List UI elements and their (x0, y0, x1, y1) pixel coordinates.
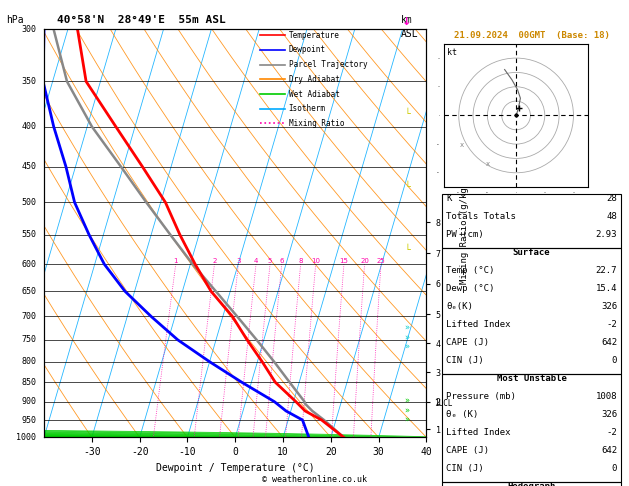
Text: 400: 400 (21, 122, 36, 131)
Text: 300: 300 (21, 25, 36, 34)
Text: 20: 20 (360, 258, 369, 264)
Text: 550: 550 (21, 230, 36, 239)
Text: 15.4: 15.4 (596, 284, 617, 294)
Text: 642: 642 (601, 446, 617, 455)
Text: Dry Adiabat: Dry Adiabat (289, 75, 340, 84)
Text: 3: 3 (236, 258, 241, 264)
Text: »: » (404, 416, 409, 425)
Text: Mixing Ratio: Mixing Ratio (289, 119, 344, 128)
Text: »: » (404, 333, 409, 342)
Text: 4: 4 (254, 258, 259, 264)
Text: Lifted Index: Lifted Index (446, 428, 511, 437)
Text: 5: 5 (268, 258, 272, 264)
Text: 700: 700 (21, 312, 36, 321)
Text: 750: 750 (21, 335, 36, 345)
Text: 8: 8 (298, 258, 303, 264)
Text: 800: 800 (21, 357, 36, 366)
Text: 950: 950 (21, 416, 36, 424)
Text: 1: 1 (174, 258, 178, 264)
Text: 40°58'N  28°49'E  55m ASL: 40°58'N 28°49'E 55m ASL (57, 15, 225, 25)
Text: Totals Totals: Totals Totals (446, 212, 516, 222)
Text: Isotherm: Isotherm (289, 104, 326, 113)
Text: »: » (404, 324, 409, 332)
Text: CIN (J): CIN (J) (446, 356, 484, 365)
Text: 500: 500 (21, 198, 36, 207)
Text: Lifted Index: Lifted Index (446, 320, 511, 329)
Text: Mixing Ratio (g/kg): Mixing Ratio (g/kg) (460, 182, 469, 284)
Text: -2: -2 (606, 320, 617, 329)
Text: kt: kt (447, 48, 457, 57)
Text: Parcel Trajectory: Parcel Trajectory (289, 60, 367, 69)
Text: 6: 6 (279, 258, 284, 264)
Text: 1000: 1000 (16, 433, 36, 442)
Text: 21.09.2024  00GMT  (Base: 18): 21.09.2024 00GMT (Base: 18) (454, 31, 610, 40)
Text: x: x (460, 142, 464, 148)
Text: ASL: ASL (401, 29, 419, 39)
Text: 642: 642 (601, 338, 617, 347)
Text: └: └ (404, 109, 410, 119)
Text: 2.93: 2.93 (596, 230, 617, 240)
Bar (442, 374, 621, 482)
Text: 10: 10 (311, 258, 320, 264)
Text: Surface: Surface (513, 248, 550, 258)
Text: © weatheronline.co.uk: © weatheronline.co.uk (262, 474, 367, 484)
Bar (442, 248, 621, 374)
Text: 25: 25 (377, 258, 386, 264)
Text: 900: 900 (21, 397, 36, 406)
Text: 2: 2 (212, 258, 216, 264)
Text: K: K (446, 194, 452, 204)
Text: Temperature: Temperature (289, 31, 340, 40)
Text: 600: 600 (21, 260, 36, 269)
Text: Temp (°C): Temp (°C) (446, 266, 494, 276)
Text: 22.7: 22.7 (596, 266, 617, 276)
Text: Wet Adiabat: Wet Adiabat (289, 89, 340, 99)
Text: 350: 350 (21, 77, 36, 86)
Text: CIN (J): CIN (J) (446, 464, 484, 473)
Text: 326: 326 (601, 302, 617, 311)
Text: Pressure (mb): Pressure (mb) (446, 392, 516, 401)
Text: »: » (404, 406, 409, 415)
Text: └: └ (404, 182, 410, 192)
Text: 1008: 1008 (596, 392, 617, 401)
Text: 450: 450 (21, 162, 36, 171)
Bar (442, 194, 621, 248)
Text: 1LCL: 1LCL (434, 399, 453, 408)
Text: 28: 28 (606, 194, 617, 204)
Text: 15: 15 (340, 258, 348, 264)
Text: θₑ(K): θₑ(K) (446, 302, 473, 311)
Text: »: » (404, 343, 409, 352)
Text: km: km (401, 15, 413, 25)
Text: hPa: hPa (6, 15, 24, 25)
Text: CAPE (J): CAPE (J) (446, 338, 489, 347)
Text: 48: 48 (606, 212, 617, 222)
Text: PW (cm): PW (cm) (446, 230, 484, 240)
Text: CAPE (J): CAPE (J) (446, 446, 489, 455)
Text: Dewpoint: Dewpoint (289, 46, 326, 54)
Text: x: x (486, 160, 489, 167)
Text: └: └ (404, 245, 410, 255)
Text: Dewp (°C): Dewp (°C) (446, 284, 494, 294)
Text: Hodograph: Hodograph (508, 482, 556, 486)
Text: 326: 326 (601, 410, 617, 419)
Text: 850: 850 (21, 378, 36, 387)
Text: »: » (404, 397, 409, 405)
Text: -2: -2 (606, 428, 617, 437)
X-axis label: Dewpoint / Temperature (°C): Dewpoint / Temperature (°C) (156, 463, 314, 473)
Text: 0: 0 (612, 356, 617, 365)
Text: Most Unstable: Most Unstable (497, 374, 567, 383)
Bar (442, 482, 621, 486)
Text: 650: 650 (21, 287, 36, 296)
Text: ↓: ↓ (403, 17, 411, 27)
Text: θₑ (K): θₑ (K) (446, 410, 478, 419)
Text: 0: 0 (612, 464, 617, 473)
